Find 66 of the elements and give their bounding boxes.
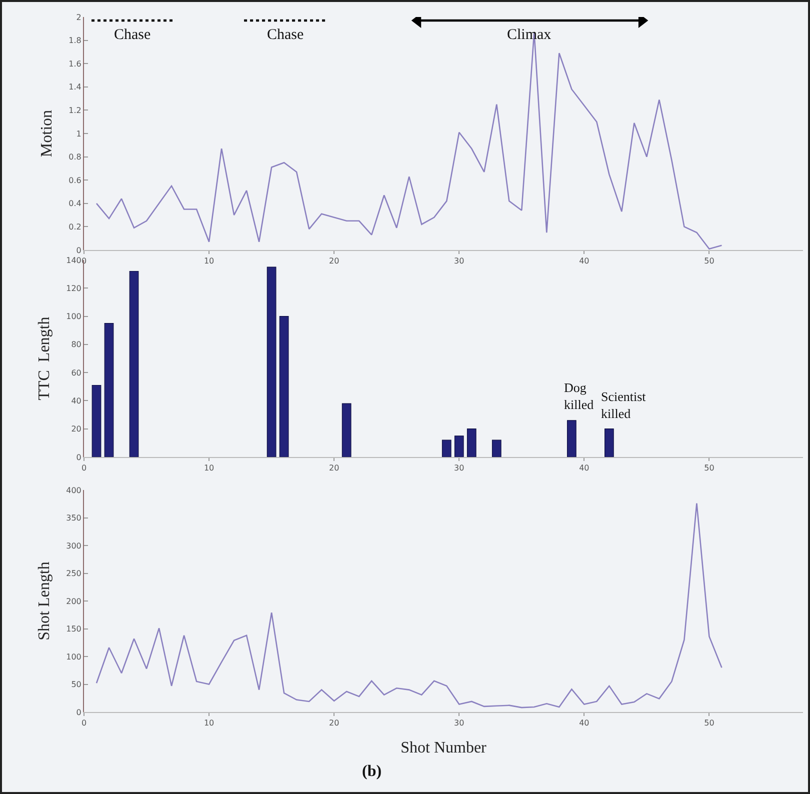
- y-tick-label: 80: [71, 340, 82, 350]
- bar: [566, 420, 576, 457]
- x-tick-label: 40: [579, 256, 590, 266]
- x-axis-title: Shot Number: [400, 739, 488, 756]
- x-tick-label: 50: [704, 718, 714, 728]
- annotation: Chase: [114, 27, 151, 43]
- y-tick-label: 1.2: [68, 106, 82, 115]
- y-tick-label: 0.6: [68, 176, 82, 185]
- y-tick-label: 60: [71, 368, 82, 378]
- y-tick-label: 1.8: [68, 36, 82, 46]
- y-tick-label: 2: [76, 12, 82, 22]
- y-tick-label: 1.4: [68, 82, 82, 92]
- y-tick-label: 0: [76, 246, 82, 255]
- annotation: Scientist killed: [601, 389, 646, 421]
- annotation: Dog killed: [564, 380, 594, 412]
- y-tick-label: 350: [66, 514, 82, 523]
- y-tick-label: 100: [66, 312, 82, 322]
- x-tick-label: 10: [204, 718, 214, 728]
- line-series: [96, 502, 722, 708]
- x-tick-label: 20: [328, 718, 340, 728]
- x-tick-label: 10: [204, 464, 214, 473]
- x-tick-label: 40: [579, 718, 590, 728]
- bar: [266, 266, 276, 457]
- bar: [454, 436, 464, 457]
- bar: [604, 428, 614, 457]
- y-tick-label: 100: [66, 652, 82, 662]
- x-tick-label: 20: [328, 256, 340, 266]
- y-tick-label: 0.8: [68, 152, 82, 162]
- y-tick-label: 0: [76, 452, 82, 462]
- bar: [442, 440, 452, 457]
- y-tick-label: 200: [66, 596, 82, 606]
- y-axis-title: TTC Length: [36, 316, 54, 400]
- y-axis-title: Motion: [38, 110, 56, 158]
- y-tick-label: 1.6: [68, 59, 82, 68]
- x-tick-label: 40: [579, 464, 590, 473]
- y-tick-label: 140: [66, 256, 82, 265]
- bar: [129, 270, 139, 457]
- y-tick-label: 400: [66, 486, 82, 495]
- x-tick-label: 30: [454, 718, 464, 728]
- x-tick-label: 10: [204, 256, 214, 266]
- bar: [342, 403, 352, 457]
- x-tick-label: 30: [454, 256, 464, 266]
- x-tick-label: 30: [454, 464, 464, 473]
- y-tick-label: 40: [71, 396, 82, 406]
- bar: [492, 440, 502, 457]
- bar: [104, 323, 114, 457]
- annotation: Chase: [267, 27, 304, 43]
- y-tick-label: 150: [66, 624, 82, 634]
- y-tick-label: 250: [66, 569, 82, 578]
- y-tick-label: 50: [71, 680, 82, 690]
- y-tick-label: 20: [71, 424, 82, 434]
- y-tick-label: 0.2: [68, 222, 82, 232]
- y-tick-label: 120: [66, 284, 82, 293]
- bar: [466, 428, 476, 457]
- annotation: Climax: [507, 27, 552, 43]
- y-axis-title: Shot Length: [36, 562, 54, 640]
- x-tick-label: 20: [328, 464, 340, 473]
- x-tick-label: 50: [704, 256, 714, 266]
- y-tick-label: 0.4: [68, 199, 82, 208]
- y-tick-label: 0: [76, 708, 82, 717]
- text: (b): [362, 763, 382, 780]
- y-tick-label: 300: [66, 541, 82, 550]
- x-tick-label: 50: [704, 464, 714, 473]
- bar: [92, 384, 102, 457]
- bar: [279, 316, 289, 457]
- y-tick-label: 1: [76, 129, 82, 138]
